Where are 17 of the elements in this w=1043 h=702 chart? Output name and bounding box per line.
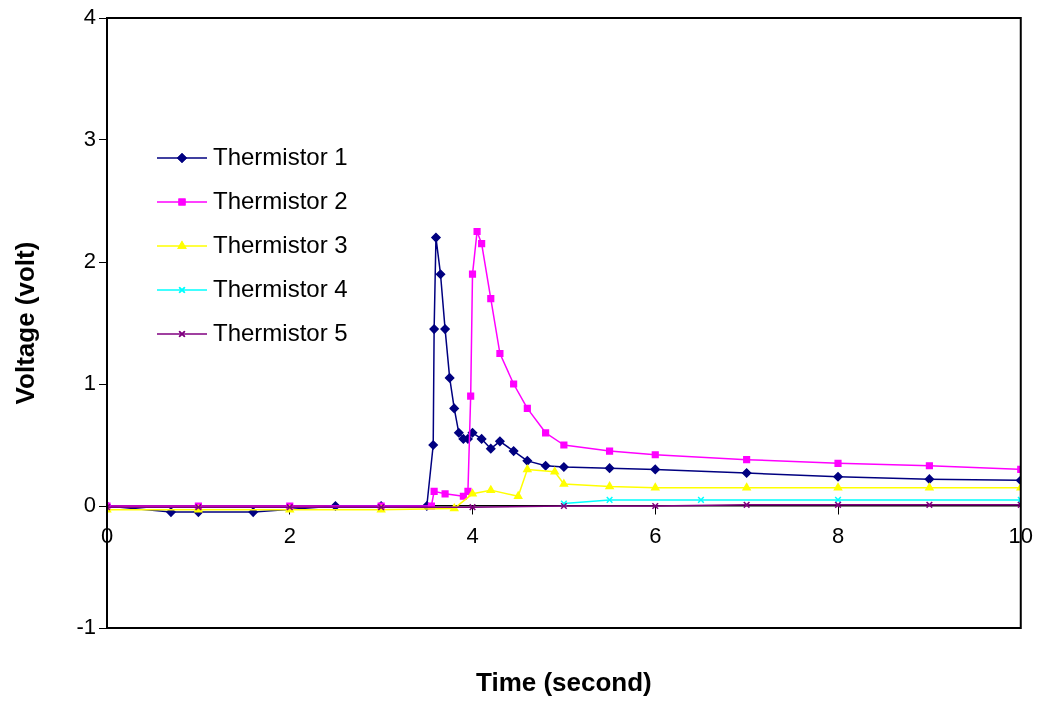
y-axis-title: Voltage (volt)	[9, 241, 40, 405]
y-tick-label: 4	[83, 4, 96, 30]
y-tick-label: 3	[83, 126, 96, 152]
legend-label: Thermistor 3	[213, 230, 348, 258]
legend-label: Thermistor 1	[213, 142, 348, 170]
x-axis-title: Time (second)	[475, 667, 652, 698]
y-tick-label: 0	[83, 492, 96, 518]
y-tick-label: 1	[83, 370, 96, 396]
x-tick-label: 6	[649, 523, 662, 549]
x-tick-label: 8	[831, 523, 845, 549]
x-tick-label: 4	[466, 523, 479, 549]
x-tick-label: 2	[283, 523, 296, 549]
y-tick-label: -1	[76, 614, 96, 640]
y-tick-label: 2	[83, 248, 96, 274]
legend-label: Thermistor 5	[213, 318, 348, 346]
legend-label: Thermistor 4	[213, 274, 348, 302]
legend-label: Thermistor 2	[213, 186, 348, 214]
